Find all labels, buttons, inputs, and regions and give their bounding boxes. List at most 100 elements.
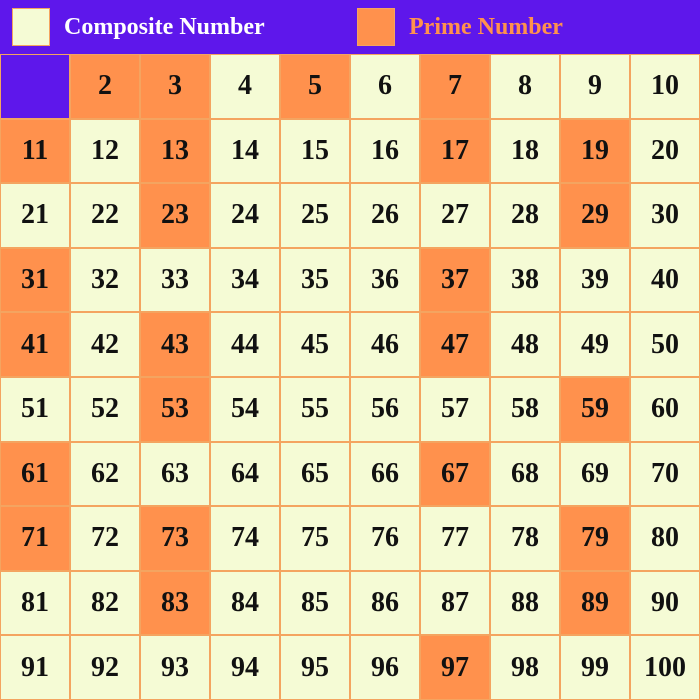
cell-59: 59 bbox=[560, 377, 630, 442]
cell-43: 43 bbox=[140, 312, 210, 377]
cell-74: 74 bbox=[210, 506, 280, 571]
cell-44: 44 bbox=[210, 312, 280, 377]
cell-90: 90 bbox=[630, 571, 700, 636]
cell-48: 48 bbox=[490, 312, 560, 377]
cell-42: 42 bbox=[70, 312, 140, 377]
cell-53: 53 bbox=[140, 377, 210, 442]
cell-86: 86 bbox=[350, 571, 420, 636]
cell-12: 12 bbox=[70, 119, 140, 184]
composite-legend-label: Composite Number bbox=[64, 14, 265, 41]
cell-64: 64 bbox=[210, 442, 280, 507]
cell-82: 82 bbox=[70, 571, 140, 636]
composite-swatch bbox=[12, 8, 50, 46]
cell-41: 41 bbox=[0, 312, 70, 377]
cell-4: 4 bbox=[210, 54, 280, 119]
cell-40: 40 bbox=[630, 248, 700, 313]
cell-3: 3 bbox=[140, 54, 210, 119]
cell-87: 87 bbox=[420, 571, 490, 636]
cell-47: 47 bbox=[420, 312, 490, 377]
cell-31: 31 bbox=[0, 248, 70, 313]
cell-26: 26 bbox=[350, 183, 420, 248]
cell-23: 23 bbox=[140, 183, 210, 248]
cell-9: 9 bbox=[560, 54, 630, 119]
cell-73: 73 bbox=[140, 506, 210, 571]
cell-91: 91 bbox=[0, 635, 70, 700]
cell-68: 68 bbox=[490, 442, 560, 507]
cell-15: 15 bbox=[280, 119, 350, 184]
cell-10: 10 bbox=[630, 54, 700, 119]
cell-62: 62 bbox=[70, 442, 140, 507]
cell-94: 94 bbox=[210, 635, 280, 700]
cell-21: 21 bbox=[0, 183, 70, 248]
cell-89: 89 bbox=[560, 571, 630, 636]
cell-67: 67 bbox=[420, 442, 490, 507]
legend-bar: Composite Number Prime Number bbox=[0, 0, 700, 54]
cell-22: 22 bbox=[70, 183, 140, 248]
cell-63: 63 bbox=[140, 442, 210, 507]
cell-96: 96 bbox=[350, 635, 420, 700]
cell-57: 57 bbox=[420, 377, 490, 442]
cell-17: 17 bbox=[420, 119, 490, 184]
cell-61: 61 bbox=[0, 442, 70, 507]
cell-79: 79 bbox=[560, 506, 630, 571]
prime-swatch bbox=[357, 8, 395, 46]
cell-33: 33 bbox=[140, 248, 210, 313]
cell-60: 60 bbox=[630, 377, 700, 442]
cell-1 bbox=[0, 54, 70, 119]
cell-76: 76 bbox=[350, 506, 420, 571]
cell-71: 71 bbox=[0, 506, 70, 571]
cell-56: 56 bbox=[350, 377, 420, 442]
cell-54: 54 bbox=[210, 377, 280, 442]
cell-65: 65 bbox=[280, 442, 350, 507]
legend-composite: Composite Number bbox=[12, 8, 343, 46]
cell-36: 36 bbox=[350, 248, 420, 313]
cell-45: 45 bbox=[280, 312, 350, 377]
cell-72: 72 bbox=[70, 506, 140, 571]
cell-32: 32 bbox=[70, 248, 140, 313]
cell-34: 34 bbox=[210, 248, 280, 313]
cell-55: 55 bbox=[280, 377, 350, 442]
cell-100: 100 bbox=[630, 635, 700, 700]
cell-7: 7 bbox=[420, 54, 490, 119]
cell-97: 97 bbox=[420, 635, 490, 700]
cell-5: 5 bbox=[280, 54, 350, 119]
cell-95: 95 bbox=[280, 635, 350, 700]
cell-18: 18 bbox=[490, 119, 560, 184]
cell-88: 88 bbox=[490, 571, 560, 636]
cell-29: 29 bbox=[560, 183, 630, 248]
cell-77: 77 bbox=[420, 506, 490, 571]
cell-28: 28 bbox=[490, 183, 560, 248]
cell-46: 46 bbox=[350, 312, 420, 377]
cell-98: 98 bbox=[490, 635, 560, 700]
cell-2: 2 bbox=[70, 54, 140, 119]
number-grid: 2345678910111213141516171819202122232425… bbox=[0, 54, 700, 700]
cell-11: 11 bbox=[0, 119, 70, 184]
cell-52: 52 bbox=[70, 377, 140, 442]
cell-19: 19 bbox=[560, 119, 630, 184]
cell-16: 16 bbox=[350, 119, 420, 184]
cell-30: 30 bbox=[630, 183, 700, 248]
cell-69: 69 bbox=[560, 442, 630, 507]
cell-80: 80 bbox=[630, 506, 700, 571]
cell-66: 66 bbox=[350, 442, 420, 507]
cell-39: 39 bbox=[560, 248, 630, 313]
cell-35: 35 bbox=[280, 248, 350, 313]
cell-92: 92 bbox=[70, 635, 140, 700]
cell-6: 6 bbox=[350, 54, 420, 119]
cell-58: 58 bbox=[490, 377, 560, 442]
cell-8: 8 bbox=[490, 54, 560, 119]
cell-85: 85 bbox=[280, 571, 350, 636]
cell-70: 70 bbox=[630, 442, 700, 507]
cell-75: 75 bbox=[280, 506, 350, 571]
cell-20: 20 bbox=[630, 119, 700, 184]
cell-49: 49 bbox=[560, 312, 630, 377]
cell-99: 99 bbox=[560, 635, 630, 700]
prime-legend-label: Prime Number bbox=[409, 14, 563, 41]
cell-13: 13 bbox=[140, 119, 210, 184]
cell-25: 25 bbox=[280, 183, 350, 248]
cell-83: 83 bbox=[140, 571, 210, 636]
legend-prime: Prime Number bbox=[357, 8, 688, 46]
cell-78: 78 bbox=[490, 506, 560, 571]
cell-24: 24 bbox=[210, 183, 280, 248]
cell-51: 51 bbox=[0, 377, 70, 442]
